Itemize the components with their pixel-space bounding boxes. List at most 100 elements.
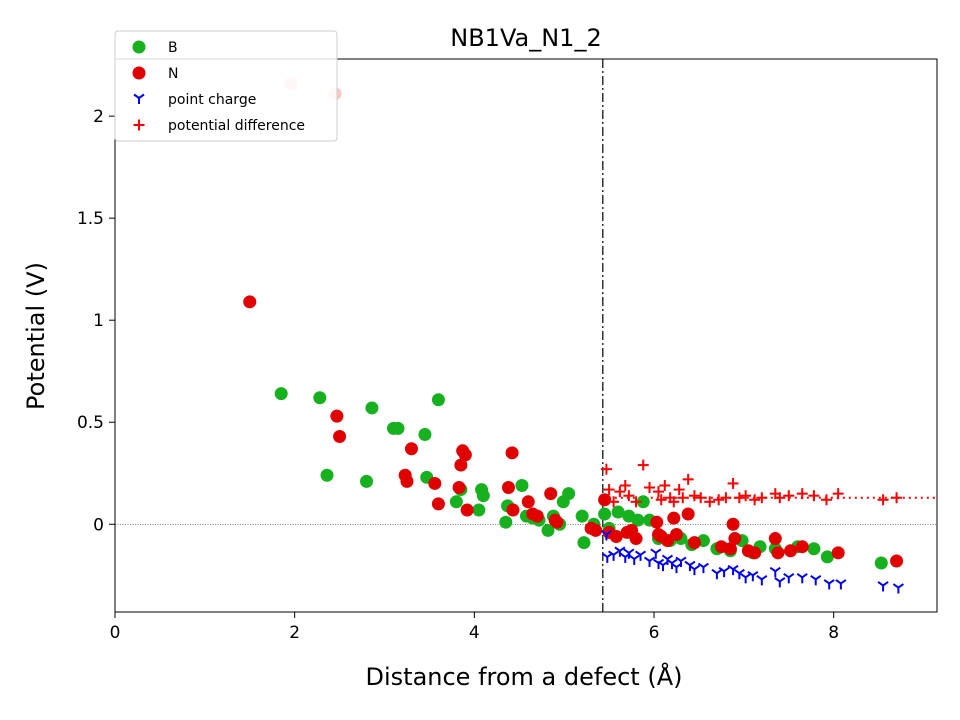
data-point-point-charge-6 [628, 554, 640, 565]
data-point-potential-difference-8 [644, 482, 656, 494]
data-point-n-43 [748, 546, 762, 560]
data-point-point-charge-24-right-arm [752, 570, 759, 577]
data-point-point-charge-7-left-arm [634, 550, 642, 556]
x-axis-title: Distance from a defect (Å) [366, 662, 683, 691]
data-point-b-27 [577, 536, 591, 550]
data-point-point-charge-18 [697, 562, 709, 574]
x-tick-label-4: 8 [828, 623, 839, 643]
data-point-point-charge-4-left-arm [619, 552, 626, 558]
data-point-n-14 [505, 446, 519, 460]
data-point-point-charge-30-left-arm [810, 575, 817, 581]
data-point-n-48 [831, 546, 845, 560]
data-point-n-9 [454, 458, 468, 472]
data-point-n-36 [681, 507, 695, 521]
data-point-point-charge-5-right-arm [628, 548, 635, 554]
data-point-b-12 [472, 503, 486, 517]
data-point-n-49 [890, 554, 904, 568]
data-point-potential-difference-1 [603, 484, 615, 496]
data-point-point-charge-34 [892, 583, 904, 594]
data-point-point-charge-34-left-arm [892, 583, 899, 589]
data-point-point-charge-6-left-arm [628, 554, 635, 560]
data-point-potential-difference-16 [682, 473, 694, 485]
x-tick-label-2: 4 [469, 623, 480, 643]
data-point-point-charge-12-left-arm [661, 554, 669, 560]
data-point-point-charge-19 [711, 568, 723, 580]
data-point-point-charge-30-right-arm [815, 575, 822, 581]
data-point-point-charge-12-right-arm [666, 554, 674, 560]
data-point-potential-difference-30 [796, 488, 808, 500]
data-point-potential-difference-15 [677, 492, 689, 504]
data-point-point-charge-25-left-arm [756, 575, 763, 581]
legend-label-point-charge: point charge [168, 92, 256, 108]
data-point-potential-difference-21 [720, 492, 732, 504]
data-point-potential-difference-31 [808, 490, 820, 502]
data-point-point-charge-24 [747, 570, 759, 582]
data-point-point-charge-0-right-arm [605, 530, 612, 536]
chart-title: NB1Va_N1_2 [450, 24, 601, 52]
data-point-point-charge-22-left-arm [733, 568, 740, 575]
data-point-point-charge-9-right-arm [655, 548, 662, 554]
data-point-point-charge-32 [835, 579, 847, 590]
data-point-potential-difference-23 [733, 492, 745, 504]
y-tick-label-1: 0.5 [77, 413, 104, 433]
data-point-point-charge-23-left-arm [740, 572, 747, 579]
data-point-potential-difference-6 [630, 496, 642, 508]
data-point-point-charge-15 [675, 556, 687, 567]
data-point-b-9 [431, 393, 445, 407]
data-point-point-charge-17 [688, 564, 701, 576]
data-point-n-19 [544, 487, 558, 501]
y-tick-label-2: 1 [93, 311, 104, 331]
data-point-n-1 [330, 409, 344, 423]
data-point-potential-difference-7 [637, 459, 649, 471]
data-point-b-48 [807, 542, 821, 556]
data-point-n-18 [530, 509, 544, 523]
data-point-potential-difference-9 [653, 486, 665, 498]
data-point-potential-difference-22 [727, 477, 739, 489]
data-point-point-charge-31 [823, 579, 835, 590]
legend-swatch-n [132, 66, 146, 80]
data-point-point-charge-5 [623, 548, 635, 559]
data-point-point-charge-16-right-arm [689, 560, 696, 566]
data-point-b-34 [636, 495, 650, 509]
data-point-point-charge-19-right-arm [716, 568, 723, 575]
data-point-n-4 [400, 474, 414, 488]
data-point-point-charge-34-right-arm [897, 583, 904, 589]
data-point-point-charge-8-right-arm [648, 556, 656, 562]
series-n [243, 76, 904, 568]
data-point-b-49 [820, 550, 834, 564]
data-point-point-charge-5-left-arm [623, 548, 630, 554]
data-point-n-0 [243, 295, 257, 309]
legend: B N point charge potential difference [114, 30, 338, 142]
plot-area [115, 59, 937, 612]
data-point-n-46 [784, 544, 798, 558]
data-point-potential-difference-24 [740, 490, 752, 502]
y-axis-title: Potential (V) [22, 262, 50, 410]
data-point-potential-difference-29 [783, 490, 795, 502]
data-point-b-0 [274, 387, 288, 401]
data-point-potential-difference-20 [713, 494, 725, 506]
data-point-point-charge-28-left-arm [783, 572, 790, 579]
y-tick-label-4: 2 [93, 107, 104, 127]
legend-swatch-b [132, 40, 146, 54]
data-point-potential-difference-17 [688, 490, 700, 502]
data-point-point-charge-27 [774, 577, 786, 588]
data-point-point-charge-3 [614, 546, 626, 557]
data-point-n-6 [428, 476, 442, 490]
data-point-potential-difference-34 [877, 494, 889, 506]
data-point-point-charge-16-left-arm [684, 560, 691, 566]
data-point-n-26 [609, 529, 623, 543]
data-point-point-charge-20-right-arm [723, 566, 730, 573]
data-point-point-charge-2-left-arm [608, 550, 615, 556]
data-point-point-charge-20-left-arm [718, 566, 725, 573]
data-point-n-23 [589, 523, 603, 537]
data-point-potential-difference-28 [774, 492, 786, 504]
data-point-point-charge-28-right-arm [788, 572, 795, 579]
data-point-n-15 [506, 503, 520, 517]
data-point-b-21 [541, 523, 555, 537]
data-point-point-charge-31-left-arm [823, 579, 830, 585]
data-point-point-charge-18-right-arm [702, 562, 709, 568]
data-point-point-charge-27-right-arm [779, 577, 786, 583]
x-tick-label-0: 0 [110, 623, 121, 643]
data-point-n-16 [521, 495, 535, 509]
data-point-potential-difference-4 [619, 479, 631, 491]
